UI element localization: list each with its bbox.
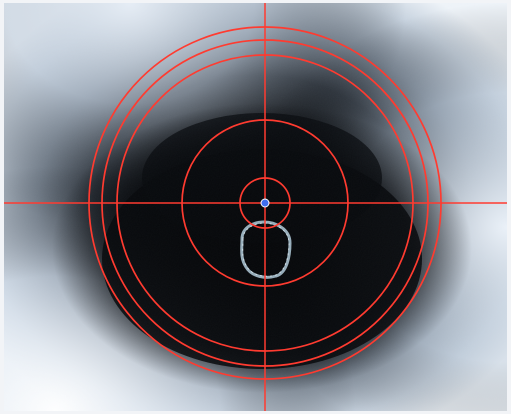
reticle-overlay xyxy=(4,3,507,411)
reticle-ring-outer xyxy=(88,26,442,380)
camera-feed-image xyxy=(4,3,507,411)
reticle-ring-4 xyxy=(116,54,414,352)
sensor-noise xyxy=(4,3,507,411)
reticle-ring-5 xyxy=(101,39,429,367)
reticle-ring-inner xyxy=(239,177,291,229)
center-marker xyxy=(260,198,270,208)
camera-feed xyxy=(4,3,507,411)
reticle-ring-3 xyxy=(181,119,349,287)
